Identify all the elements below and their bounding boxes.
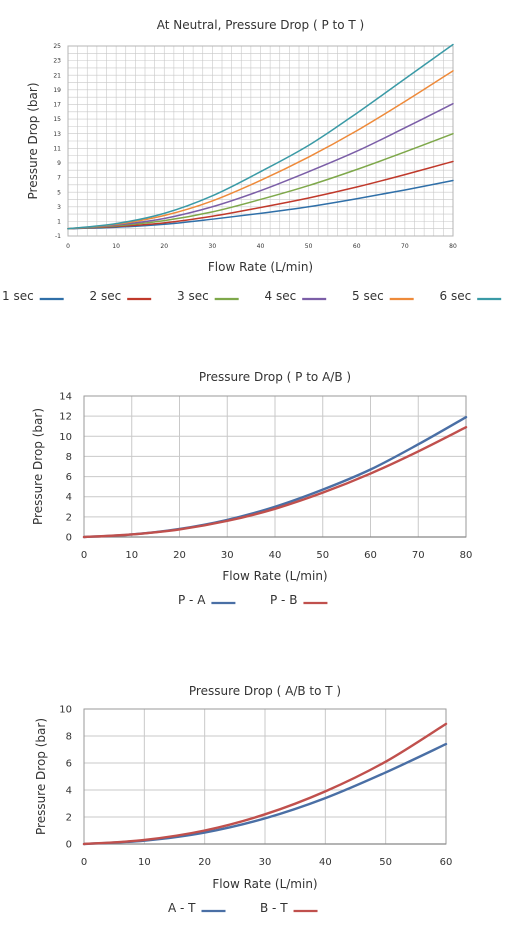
series-line-1sec xyxy=(67,179,454,230)
chart-title: At Neutral, Pressure Drop ( P to T ) xyxy=(157,18,364,32)
x-tick-label: 0 xyxy=(66,243,70,250)
x-tick-label: 0 xyxy=(81,857,87,868)
series-line-b-t xyxy=(82,722,448,846)
y-tick-label: 7 xyxy=(57,175,61,182)
y-axis-label: Pressure Drop (bar) xyxy=(34,718,48,835)
y-tick-label: 4 xyxy=(66,786,72,797)
series-line-2sec xyxy=(67,160,454,230)
x-tick-label: 80 xyxy=(449,243,457,250)
y-tick-label: 25 xyxy=(53,43,61,50)
y-tick-label: 2 xyxy=(66,512,72,523)
series-line-4sec xyxy=(67,102,454,230)
x-tick-label: 20 xyxy=(160,243,168,250)
legend-label: 1 sec xyxy=(2,289,34,303)
legend-label: P - A xyxy=(178,593,206,607)
y-tick-label: 0 xyxy=(66,533,72,544)
y-tick-label: 13 xyxy=(53,131,61,138)
x-axis-label: Flow Rate (L/min) xyxy=(222,569,327,583)
legend-label: P - B xyxy=(270,593,297,607)
x-tick-label: 40 xyxy=(319,857,332,868)
x-tick-label: 40 xyxy=(269,550,282,561)
x-tick-label: 20 xyxy=(173,550,186,561)
legend: 1 sec 2 sec 3 sec 4 sec 5 sec 6 sec xyxy=(2,289,502,303)
y-tick-label: 3 xyxy=(57,204,61,211)
y-axis-label: Pressure Drop (bar) xyxy=(31,408,45,525)
x-tick-label: 0 xyxy=(81,550,87,561)
grid xyxy=(83,708,447,845)
x-tick-label: 80 xyxy=(460,550,473,561)
legend-label: 5 sec xyxy=(352,289,384,303)
y-tick-label: 14 xyxy=(59,392,72,403)
grid xyxy=(83,395,467,538)
x-tick-label: 60 xyxy=(353,243,361,250)
y-tick-label: 10 xyxy=(59,705,72,716)
y-tick-label: 17 xyxy=(53,102,61,109)
chart-title: Pressure Drop ( A/B to T ) xyxy=(189,684,341,698)
legend-label: 6 sec xyxy=(440,289,472,303)
x-tick-label: 10 xyxy=(112,243,120,250)
y-axis-label: Pressure Drop (bar) xyxy=(26,82,40,199)
chart-2: Pressure Drop ( P to A/B )0 10 20 30 40 50 60 7… xyxy=(31,370,472,607)
x-tick-label: 30 xyxy=(221,550,234,561)
legend-label: 4 sec xyxy=(265,289,297,303)
y-tick-label: 2 xyxy=(66,813,72,824)
x-tick-label: 60 xyxy=(364,550,377,561)
y-tick-label: 11 xyxy=(53,145,61,152)
x-tick-label: 70 xyxy=(401,243,409,250)
series-line-p-b xyxy=(82,426,468,539)
x-tick-label: 50 xyxy=(305,243,313,250)
y-tick-label: 0 xyxy=(66,840,72,851)
x-tick-label: 30 xyxy=(209,243,217,250)
y-tick-label: 8 xyxy=(66,452,72,463)
y-tick-label: 6 xyxy=(66,472,72,483)
plot-frame xyxy=(67,45,454,237)
y-tick-label: 8 xyxy=(66,732,72,743)
series-line-3sec xyxy=(67,132,454,230)
x-axis-label: Flow Rate (L/min) xyxy=(208,260,313,274)
y-tick-label: 23 xyxy=(53,58,61,65)
y-tick-label: -1 xyxy=(55,233,61,240)
y-tick-label: 21 xyxy=(53,72,61,79)
series-line-5sec xyxy=(67,70,454,230)
legend-label: B - T xyxy=(260,901,288,915)
y-tick-label: 6 xyxy=(66,759,72,770)
legend-label: A - T xyxy=(168,901,196,915)
y-tick-label: 15 xyxy=(53,116,61,123)
x-tick-label: 10 xyxy=(138,857,151,868)
chart-1: At Neutral, Pressure Drop ( P to T ) 0 10 2… xyxy=(2,18,502,303)
y-tick-label: 12 xyxy=(59,412,72,423)
x-tick-label: 60 xyxy=(440,857,453,868)
x-tick-label: 10 xyxy=(125,550,138,561)
x-tick-label: 50 xyxy=(379,857,392,868)
x-tick-label: 40 xyxy=(257,243,265,250)
x-tick-label: 70 xyxy=(412,550,425,561)
chart-3: Pressure Drop ( A/B to T ) 0 10 20 30 40 50 60 0… xyxy=(34,684,452,915)
y-tick-label: 9 xyxy=(57,160,61,167)
y-tick-label: 1 xyxy=(57,218,61,225)
x-tick-label: 30 xyxy=(259,857,272,868)
x-axis-label: Flow Rate (L/min) xyxy=(212,877,317,891)
y-tick-label: 4 xyxy=(66,492,72,503)
x-tick-label: 50 xyxy=(316,550,329,561)
y-tick-label: 5 xyxy=(57,189,61,196)
legend-label: 3 sec xyxy=(177,289,209,303)
legend-label: 2 sec xyxy=(90,289,122,303)
y-tick-label: 19 xyxy=(53,87,61,94)
x-tick-label: 20 xyxy=(198,857,211,868)
series-line-6sec xyxy=(67,43,454,230)
chart-title: Pressure Drop ( P to A/B ) xyxy=(199,370,351,384)
y-tick-label: 10 xyxy=(59,432,72,443)
